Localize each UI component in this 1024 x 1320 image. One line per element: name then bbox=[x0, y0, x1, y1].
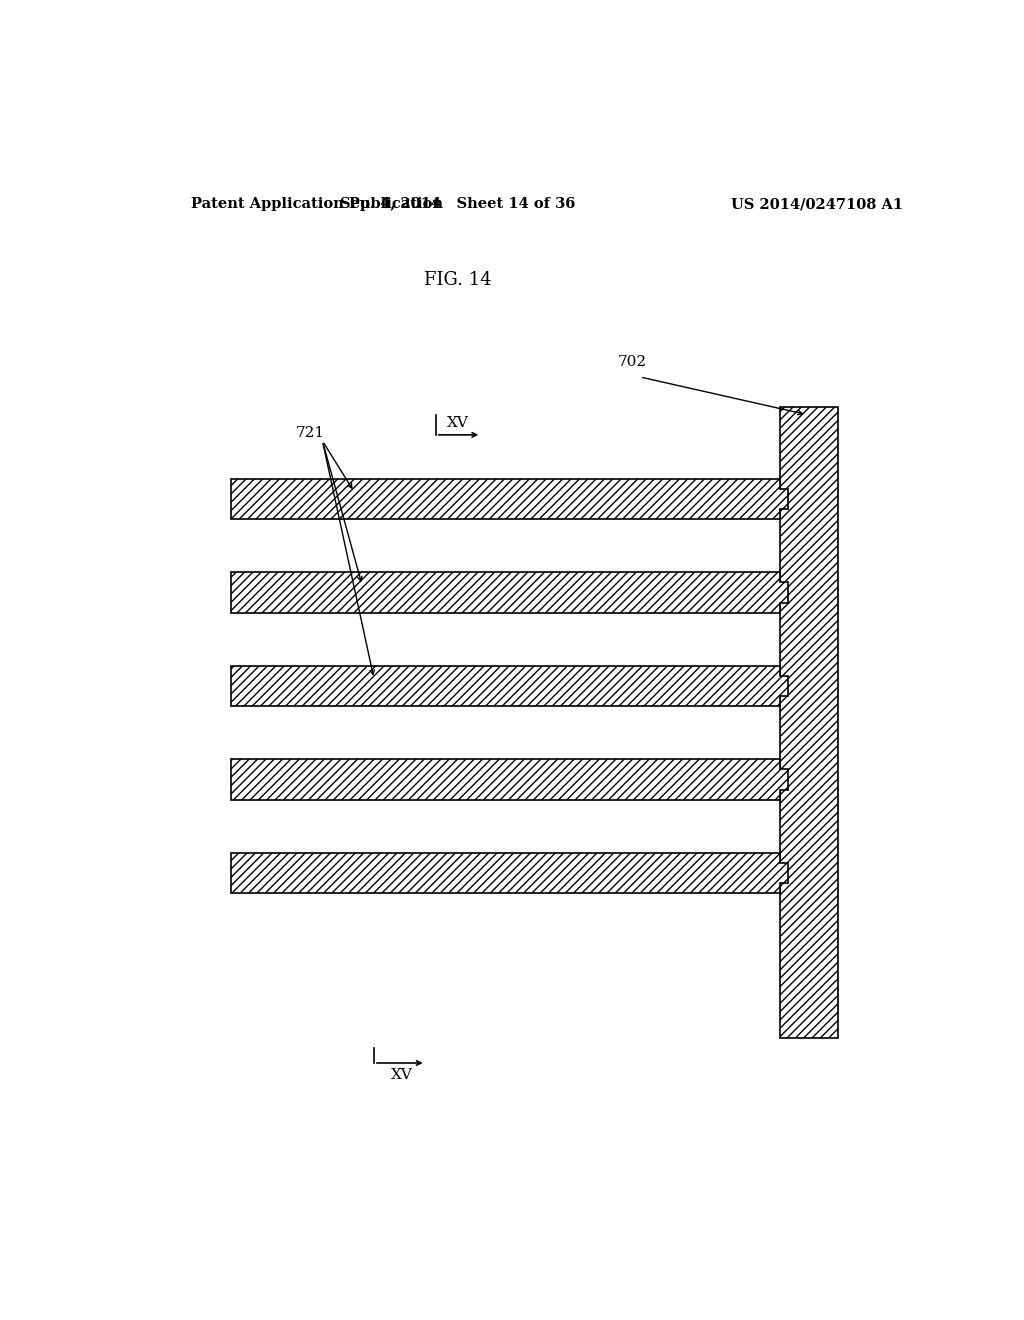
Text: XV: XV bbox=[446, 416, 468, 430]
Bar bbox=[780, 408, 839, 1038]
Text: 702: 702 bbox=[617, 355, 646, 368]
Text: Sep. 4, 2014   Sheet 14 of 36: Sep. 4, 2014 Sheet 14 of 36 bbox=[340, 197, 575, 211]
Polygon shape bbox=[231, 479, 788, 519]
Polygon shape bbox=[231, 665, 788, 706]
Text: 721: 721 bbox=[296, 426, 325, 440]
Polygon shape bbox=[231, 572, 788, 612]
Text: XV: XV bbox=[391, 1068, 413, 1082]
Text: FIG. 14: FIG. 14 bbox=[424, 272, 492, 289]
Text: Patent Application Publication: Patent Application Publication bbox=[191, 197, 443, 211]
Bar bbox=[780, 408, 839, 1038]
Polygon shape bbox=[231, 759, 788, 800]
Text: US 2014/0247108 A1: US 2014/0247108 A1 bbox=[731, 197, 903, 211]
Polygon shape bbox=[231, 853, 788, 894]
